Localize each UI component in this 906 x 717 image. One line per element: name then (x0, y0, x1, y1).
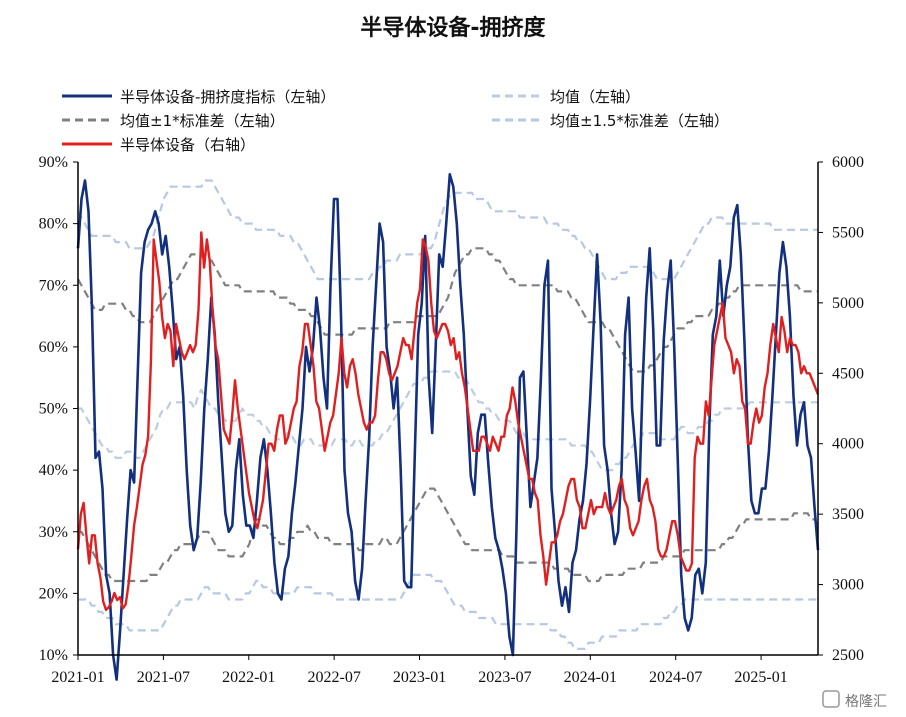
band-lower-line (78, 573, 818, 650)
legend-label: 均值±1*标准差（左轴） (120, 112, 285, 130)
right-tick-label: 4000 (832, 436, 864, 453)
left-tick-label: 10% (39, 647, 68, 664)
x-tick-label: 2024-01 (564, 669, 617, 686)
right-tick-label: 3000 (832, 577, 864, 594)
legend-label: 半导体设备-拥挤度指标（左轴） (120, 88, 335, 106)
right-tick-label: 5500 (832, 224, 864, 241)
x-tick-label: 2022-01 (222, 669, 275, 686)
right-tick-label: 2500 (832, 647, 864, 664)
left-tick-label: 70% (39, 277, 68, 294)
right-tick-label: 4500 (832, 365, 864, 382)
mean-line (78, 370, 818, 472)
band-upper-line (77, 247, 818, 373)
left-tick-label: 30% (39, 524, 68, 541)
x-tick-label: 2021-07 (137, 669, 190, 686)
band-lower-line (78, 487, 819, 583)
legend-label: 半导体设备（右轴） (120, 136, 255, 154)
watermark: 格隆汇 (822, 690, 887, 710)
x-tick-label: 2021-01 (51, 669, 104, 686)
legend: 半导体设备-拥挤度指标（左轴） 均值（左轴） 均值±1*标准差（左轴） 均值±1.5*… (62, 88, 729, 154)
x-tick-label: 2024-07 (649, 669, 702, 686)
left-tick-label: 50% (39, 401, 68, 418)
right-tick-label: 5000 (832, 295, 864, 312)
left-tick-label: 80% (39, 216, 68, 233)
left-tick-label: 60% (39, 339, 68, 356)
x-tick-label: 2025-01 (734, 669, 787, 686)
right-tick-label: 3500 (832, 506, 864, 523)
semiconductor-equipment-line (76, 231, 820, 612)
legend-label: 均值（左轴） (550, 88, 640, 106)
left-tick-label: 20% (39, 585, 68, 602)
watermark-logo-icon (822, 690, 840, 708)
left-tick-label: 40% (39, 462, 68, 479)
crowding-indicator-line (76, 173, 820, 681)
x-tick-label: 2023-07 (478, 669, 531, 686)
x-tick-label: 2023-01 (393, 669, 446, 686)
series-layer (76, 173, 820, 681)
watermark-text: 格隆汇 (845, 694, 887, 710)
chart-title: 半导体设备-拥挤度 (360, 15, 546, 41)
legend-label: 均值±1.5*标准差（左轴） (550, 112, 729, 130)
x-tick-label: 2022-07 (307, 669, 360, 686)
ticks: 10% 20% 30% 40% 50% 60% 70% 80% 90% 2500 3000 3500 4… (39, 154, 864, 686)
right-tick-label: 6000 (832, 154, 864, 171)
left-tick-label: 90% (39, 154, 68, 171)
